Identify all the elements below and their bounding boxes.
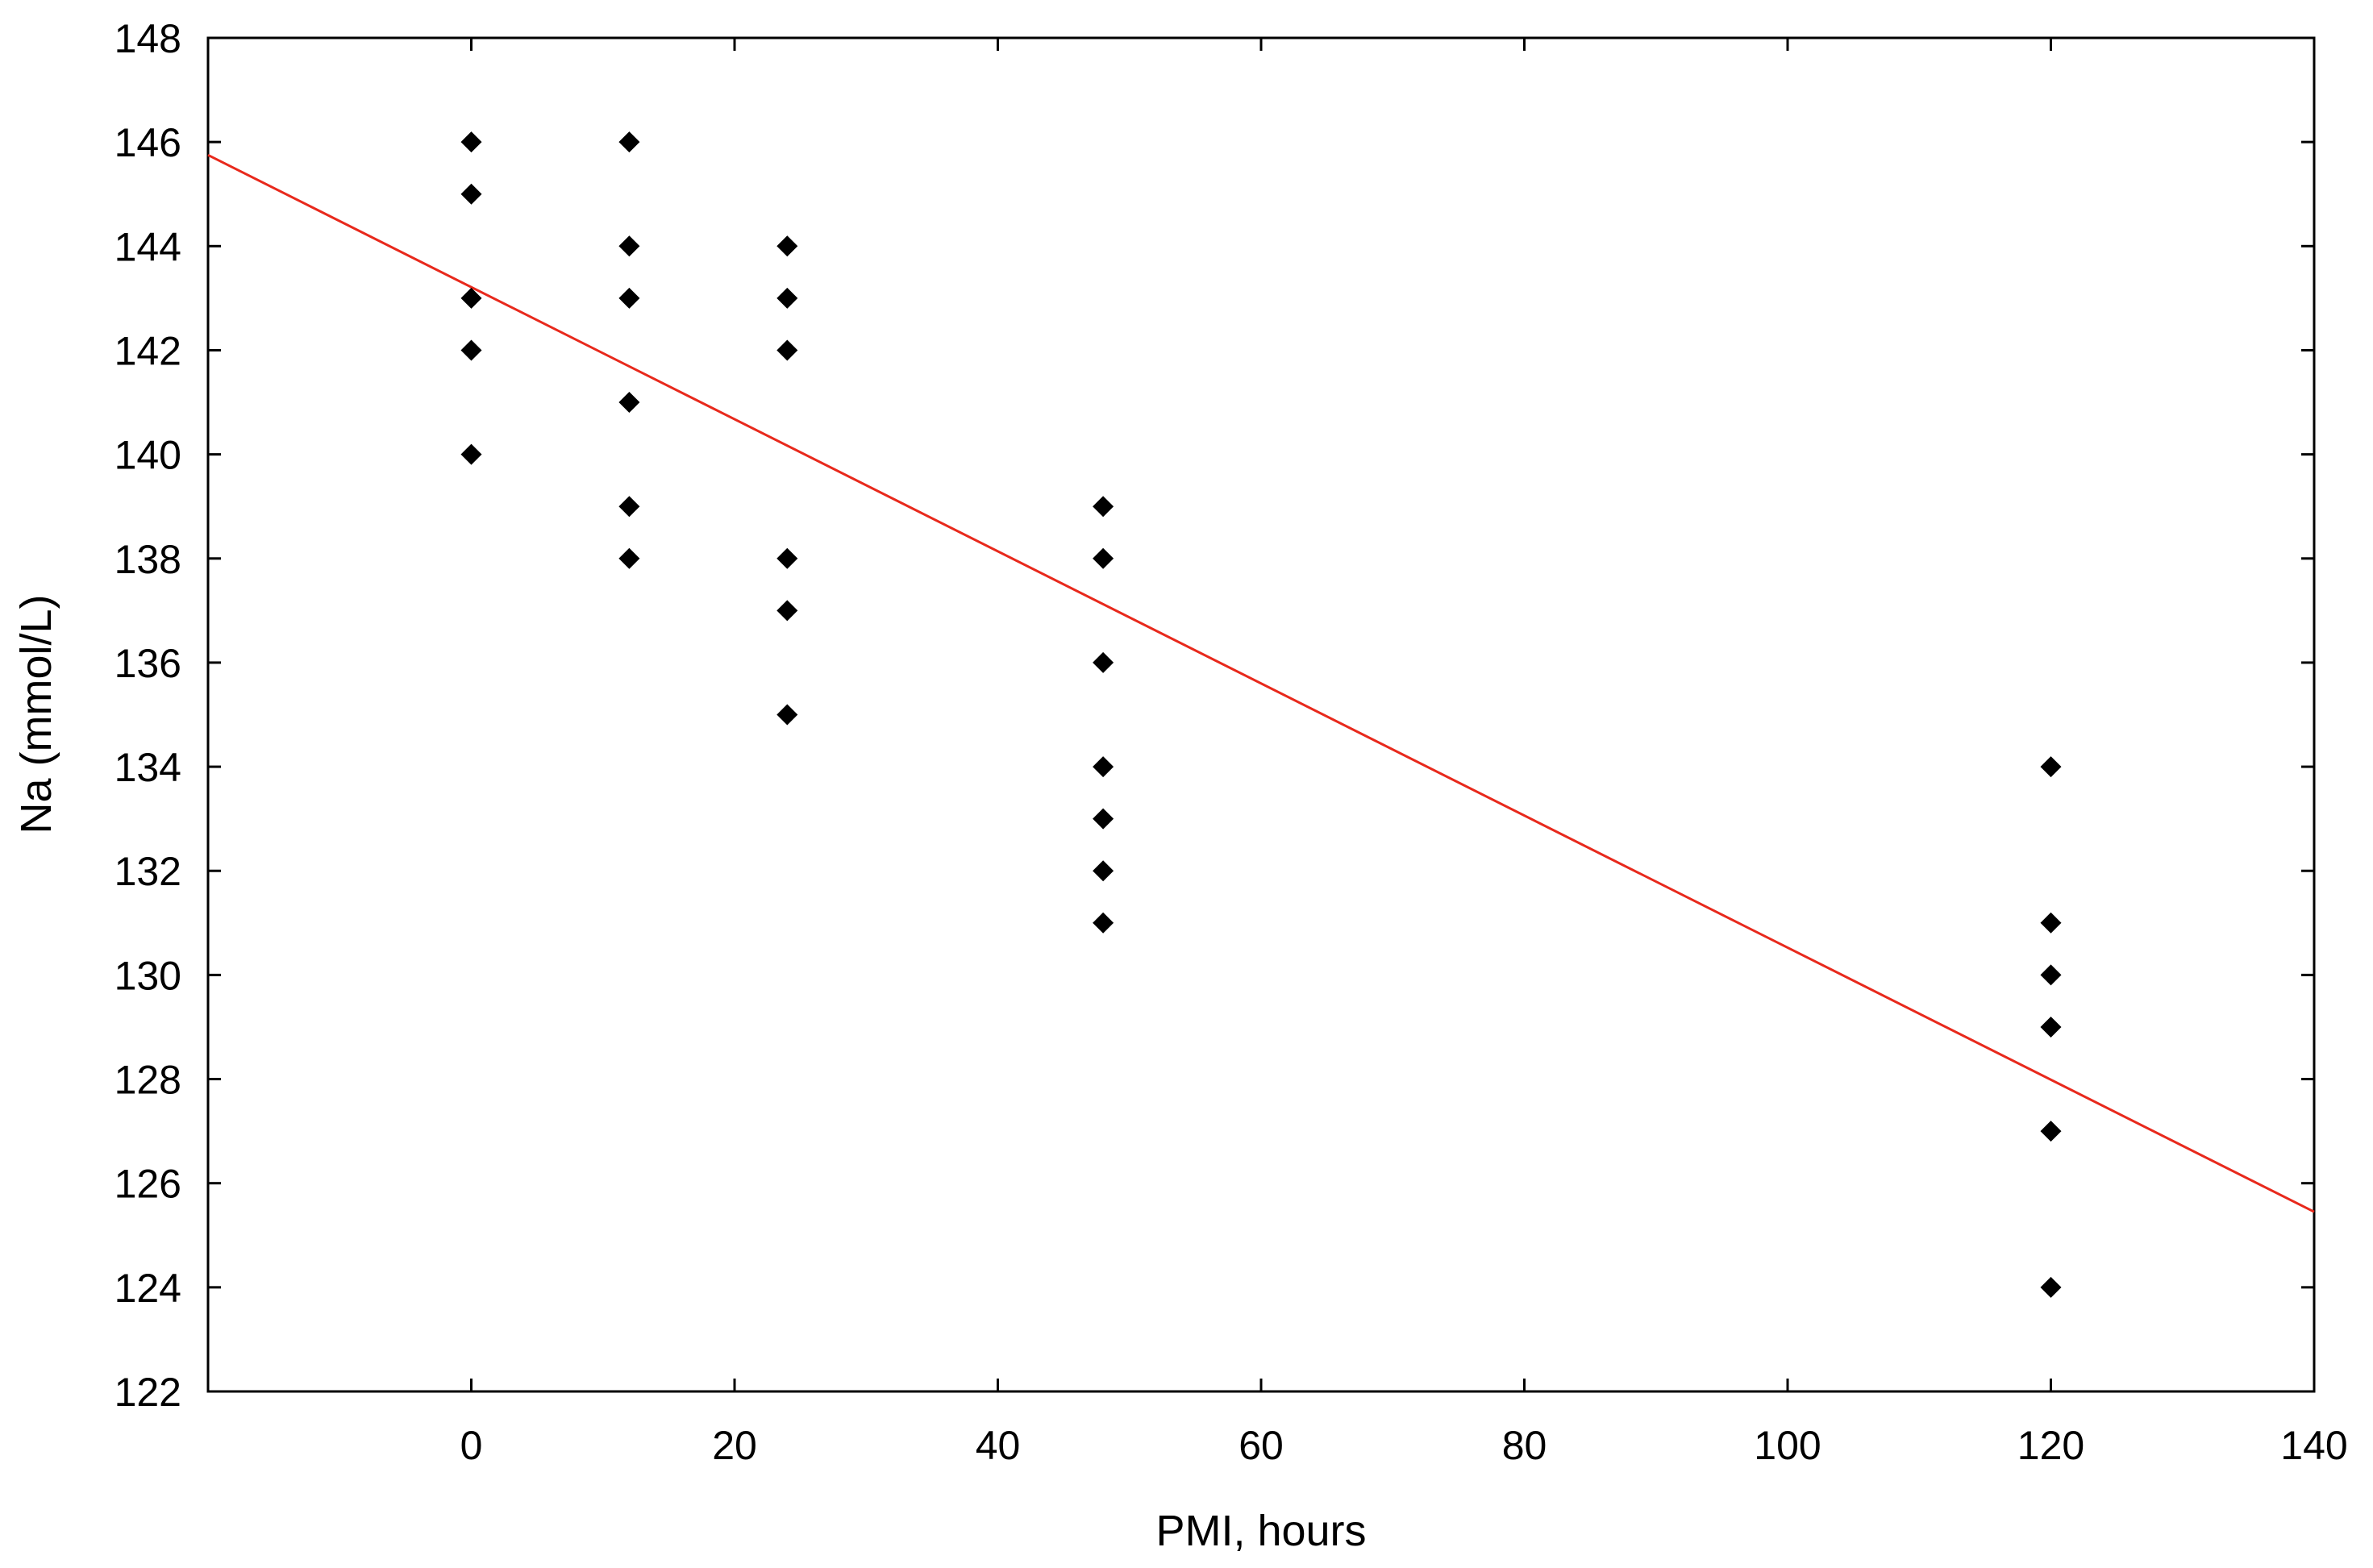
y-tick-label: 136: [114, 641, 181, 686]
data-point: [1093, 756, 1114, 778]
y-tick-label: 146: [114, 120, 181, 165]
data-point: [776, 235, 798, 257]
data-point: [1093, 912, 1114, 934]
data-point: [1093, 496, 1114, 518]
y-tick-label: 148: [114, 16, 181, 61]
y-tick-label: 124: [114, 1266, 181, 1311]
x-tick-label: 100: [1754, 1423, 1821, 1468]
data-point: [618, 287, 640, 309]
data-point: [1093, 547, 1114, 569]
data-point: [2040, 756, 2062, 778]
y-tick-label: 122: [114, 1370, 181, 1415]
data-point: [460, 443, 482, 465]
plot-frame: [206, 36, 2316, 1393]
data-point: [2040, 1016, 2062, 1038]
y-tick-label: 128: [114, 1058, 181, 1103]
data-point: [618, 392, 640, 414]
y-tick-label: 130: [114, 953, 181, 998]
y-axis-ticks: 122 124 126 128 130 132 134 136 138 140 142 144 146 1…: [114, 16, 2314, 1415]
data-point: [460, 131, 482, 153]
y-tick-label: 126: [114, 1162, 181, 1207]
data-point: [618, 496, 640, 518]
data-point: [618, 131, 640, 153]
y-tick-label: 140: [114, 433, 181, 478]
y-tick-label: 144: [114, 224, 181, 269]
y-tick-label: 132: [114, 849, 181, 894]
data-point: [460, 339, 482, 361]
regression-line-group: [207, 153, 2315, 1213]
data-point: [2040, 1276, 2062, 1298]
data-point: [2040, 964, 2062, 986]
data-point: [1093, 808, 1114, 830]
data-point: [2040, 1121, 2062, 1142]
data-point: [1093, 860, 1114, 882]
data-point: [776, 704, 798, 726]
x-tick-label: 60: [1239, 1423, 1284, 1468]
data-point: [776, 547, 798, 569]
data-point: [1093, 651, 1114, 673]
y-axis-label: Na (mmol/L): [12, 594, 60, 834]
data-point: [460, 287, 482, 309]
x-tick-label: 20: [712, 1423, 757, 1468]
data-point: [2040, 912, 2062, 934]
data-point: [618, 547, 640, 569]
x-tick-label: 120: [2017, 1423, 2084, 1468]
y-tick-label: 142: [114, 328, 181, 373]
data-point: [776, 600, 798, 622]
regression-line: [207, 153, 2315, 1213]
x-axis-label: PMI, hours: [1155, 1507, 1366, 1555]
data-point: [776, 339, 798, 361]
x-axis-ticks: 0 20 40 60 80 100 120 140: [460, 38, 2348, 1468]
data-point: [460, 183, 482, 205]
data-point: [618, 235, 640, 257]
data-point: [776, 287, 798, 309]
x-tick-label: 80: [1502, 1423, 1547, 1468]
x-tick-label: 140: [2280, 1423, 2347, 1468]
x-tick-label: 0: [460, 1423, 483, 1468]
y-tick-label: 134: [114, 745, 181, 790]
y-tick-label: 138: [114, 537, 181, 582]
x-tick-label: 40: [976, 1423, 1021, 1468]
data-points: [460, 131, 2062, 1298]
